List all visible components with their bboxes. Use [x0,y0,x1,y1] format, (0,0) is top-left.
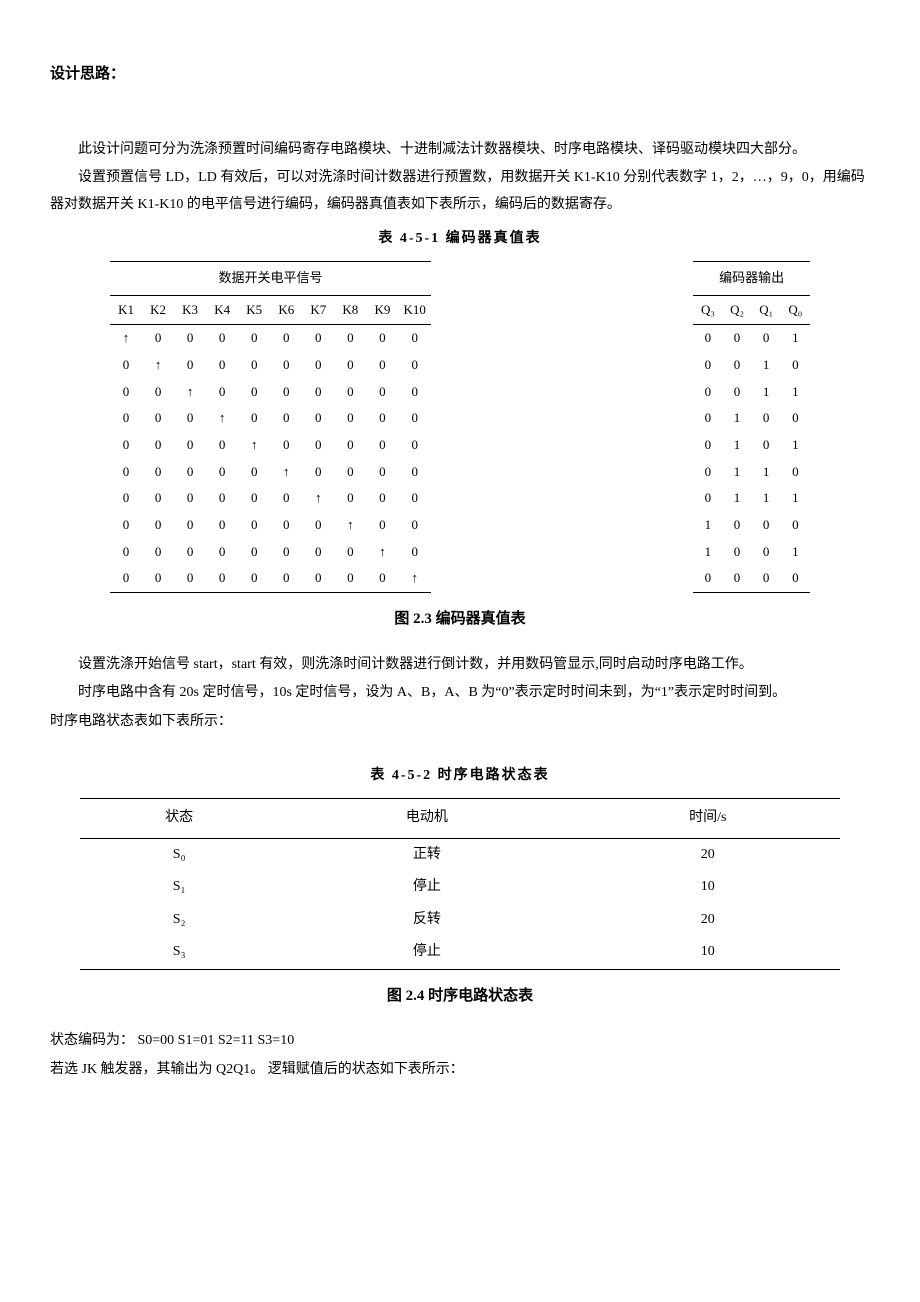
paragraph-7: 若选 JK 触发器，其输出为 Q2Q1。 逻辑赋值后的状态如下表所示： [50,1057,870,1084]
table-row: 0000000↑001000 [110,512,810,539]
table-row: S₀正转20 [80,838,840,871]
paragraph-4: 时序电路中含有 20s 定时信号，10s 定时信号，设为 A、B，A、B 为“0… [50,680,870,707]
paragraph-6: 状态编码为： S0=00 S1=01 S2=11 S3=10 [50,1028,870,1055]
paragraph-3: 设置洗涤开始信号 start，start 有效，则洗涤时间计数器进行倒计数，并用… [50,652,870,679]
table-row: 000000↑0000111 [110,485,810,512]
table1-header-left: 数据开关电平信号 [110,261,431,295]
table-row: S₂反转20 [80,904,840,937]
table1-subheader-row: K1 K2 K3 K4 K5 K6 K7 K8 K9 K10 Q₃ Q₂ Q₁ … [110,295,810,325]
fig2-caption: 图 2.4 时序电路状态表 [50,982,870,1011]
state-table-h1: 状态 [80,799,278,839]
paragraph-5: 时序电路状态表如下表所示： [50,709,870,736]
table-row: 00↑00000000011 [110,379,810,406]
state-table-h3: 时间/s [576,799,840,839]
table-row: 0000↑000000101 [110,432,810,459]
encoder-truth-table: 数据开关电平信号 编码器输出 K1 K2 K3 K4 K5 K6 K7 K8 K… [110,261,810,593]
table2-caption: 表 4-5-2 时序电路状态表 [50,763,870,790]
table-row: 0↑000000000010 [110,352,810,379]
section-heading: 设计思路： [50,60,870,89]
table-row: S₁停止10 [80,871,840,904]
paragraph-2: 设置预置信号 LD，LD 有效后，可以对洗涤时间计数器进行预置数，用数据开关 K… [50,165,870,218]
state-table-h2: 电动机 [278,799,575,839]
table-row: ↑0000000000001 [110,325,810,352]
state-table-body: S₀正转20S₁停止10S₂反转20S₃停止10 [80,838,840,969]
table-row: 00000000↑01001 [110,539,810,566]
table1-spacer [431,261,693,295]
fig1-caption: 图 2.3 编码器真值表 [50,605,870,634]
table-row: 000↑0000000100 [110,405,810,432]
table-row: 000000000↑0000 [110,565,810,592]
table1-header-right: 编码器输出 [693,261,810,295]
table-row: S₃停止10 [80,936,840,969]
truth-table-body: ↑00000000000010↑00000000001000↑000000000… [110,325,810,593]
table1-caption: 表 4-5-1 编码器真值表 [50,226,870,253]
table-row: 00000↑00000110 [110,459,810,486]
state-table: 状态 电动机 时间/s S₀正转20S₁停止10S₂反转20S₃停止10 [80,798,840,970]
paragraph-1: 此设计问题可分为洗涤预置时间编码寄存电路模块、十进制减法计数器模块、时序电路模块… [50,137,870,164]
